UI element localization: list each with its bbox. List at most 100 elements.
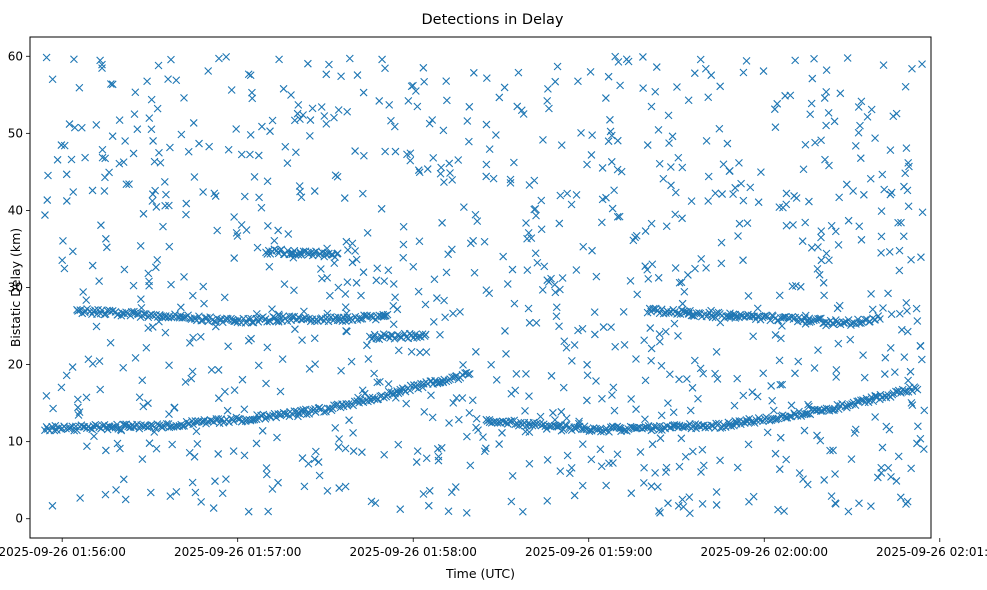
data-point <box>735 158 743 167</box>
data-point <box>565 469 574 478</box>
track-point <box>250 415 259 424</box>
data-point <box>390 122 399 131</box>
data-point <box>334 106 343 114</box>
data-point <box>525 318 534 327</box>
data-point <box>193 440 202 448</box>
data-point <box>279 84 288 93</box>
data-point <box>682 375 691 383</box>
data-point <box>677 278 686 287</box>
data-point <box>659 174 668 183</box>
data-point <box>506 179 515 187</box>
data-point <box>536 412 545 421</box>
axis-ticks: 2025-09-26 01:56:00 2025-09-26 01:57:00 20… <box>0 49 987 559</box>
data-point <box>827 221 836 230</box>
data-point <box>343 278 352 287</box>
data-point <box>887 310 896 319</box>
data-point <box>688 383 697 392</box>
data-point <box>611 342 620 351</box>
data-point <box>335 484 344 492</box>
data-point <box>331 424 340 432</box>
data-point <box>273 433 281 442</box>
data-point <box>831 499 840 508</box>
data-point <box>287 91 295 99</box>
data-point <box>314 458 323 466</box>
data-point <box>360 389 369 398</box>
data-point <box>735 219 744 228</box>
data-point <box>445 159 454 168</box>
data-point <box>643 141 652 149</box>
data-point <box>771 449 780 458</box>
data-point <box>503 280 512 288</box>
data-point <box>614 57 623 66</box>
track-point <box>505 417 514 426</box>
track-point <box>493 418 502 427</box>
data-point <box>601 94 610 102</box>
data-point <box>381 64 389 73</box>
data-point <box>507 497 516 506</box>
data-point <box>81 153 89 162</box>
data-point <box>551 77 560 86</box>
data-point <box>555 219 564 228</box>
data-point <box>88 359 97 368</box>
data-point <box>547 371 556 380</box>
data-point <box>147 95 156 104</box>
y-tick-label: 30 <box>8 281 23 295</box>
data-point <box>725 167 734 176</box>
data-point <box>389 320 398 329</box>
data-point <box>480 447 489 456</box>
data-point <box>899 232 908 241</box>
data-point <box>115 116 124 125</box>
data-point <box>258 122 266 131</box>
data-point <box>248 94 257 103</box>
track-point <box>793 412 802 420</box>
data-point <box>716 456 724 465</box>
data-point <box>466 461 475 470</box>
data-point <box>101 154 110 163</box>
data-point <box>345 416 353 425</box>
data-point <box>112 485 120 494</box>
data-point <box>147 125 156 134</box>
data-point <box>902 500 910 508</box>
track-point <box>816 314 825 323</box>
data-point <box>776 380 785 389</box>
data-point <box>447 245 456 254</box>
data-point <box>495 93 504 102</box>
data-point <box>98 145 107 154</box>
data-point <box>767 382 776 390</box>
data-point <box>518 507 527 516</box>
data-point <box>268 485 277 493</box>
track-point <box>50 426 59 435</box>
data-point <box>786 91 795 100</box>
data-point <box>744 440 753 449</box>
data-point <box>704 172 713 181</box>
data-point <box>639 479 648 487</box>
data-point <box>167 280 175 289</box>
data-point <box>656 508 664 517</box>
data-point <box>199 188 207 196</box>
data-point <box>811 138 819 147</box>
data-point <box>851 142 860 150</box>
data-point <box>904 376 912 385</box>
data-point <box>436 330 444 339</box>
data-point <box>44 171 52 180</box>
data-point <box>168 440 177 449</box>
data-point <box>817 256 826 265</box>
data-point <box>895 309 904 318</box>
data-point <box>372 276 381 285</box>
track-point <box>299 247 308 256</box>
data-point <box>791 56 800 65</box>
track-point <box>119 420 128 429</box>
data-point <box>264 507 273 516</box>
data-point <box>887 472 895 481</box>
data-point <box>698 445 707 454</box>
data-point <box>322 70 331 79</box>
data-point <box>330 113 338 122</box>
data-point <box>857 235 866 244</box>
data-point <box>597 218 606 227</box>
data-point <box>82 296 91 305</box>
x-tick-label: 2025-09-26 01:57:00 <box>174 545 301 559</box>
data-point <box>739 391 748 400</box>
data-point <box>537 196 546 205</box>
data-point <box>813 264 822 273</box>
